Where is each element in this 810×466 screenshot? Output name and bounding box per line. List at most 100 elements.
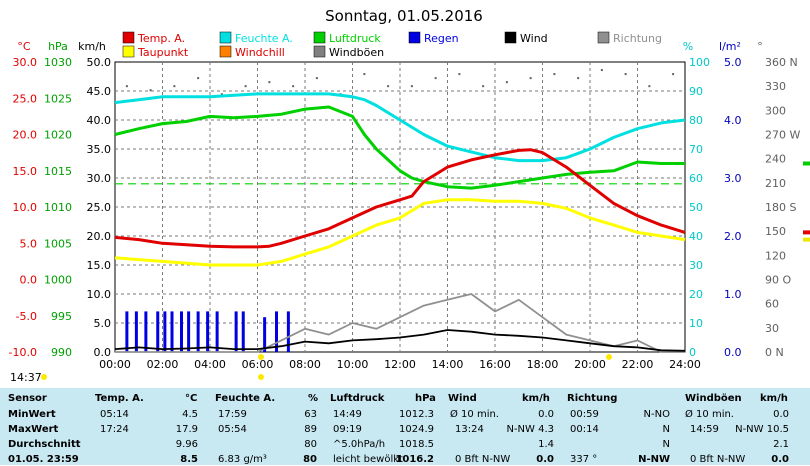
stats-cell: 05:14 — [100, 409, 129, 420]
direction-point — [553, 73, 556, 76]
y-tick-label: 1030 — [44, 56, 72, 69]
direction-point — [458, 73, 461, 76]
series — [114, 69, 686, 353]
direction-point — [173, 85, 176, 88]
legend-swatch — [313, 45, 326, 58]
x-tick-label: 24:00 — [669, 358, 701, 371]
stats-header-humidity-unit: % — [308, 393, 319, 404]
direction-point — [410, 85, 413, 88]
axis-unit-label: °C — [17, 40, 31, 53]
stats-cell: leicht bewölkt — [333, 454, 403, 465]
cursor-marker — [606, 354, 612, 360]
y-tick-label: 80 — [689, 114, 703, 127]
x-tick-label: 20:00 — [574, 358, 606, 371]
legend-swatch — [408, 31, 421, 44]
y-tick-label: 300 — [765, 104, 786, 117]
stats-cell: 17:59 — [218, 409, 247, 420]
y-tick-label: 0 — [689, 346, 696, 359]
stats-cell: 14:49 — [333, 409, 362, 420]
stats-cell: N-NW 4.3 — [506, 424, 554, 435]
rain-bar — [196, 311, 200, 352]
stats-cell: 8.5 — [180, 454, 198, 465]
stats-cell: N — [662, 424, 670, 435]
y-tick-label: 15.0 — [13, 165, 38, 178]
rain-bar — [125, 311, 129, 352]
cursor-marker — [258, 374, 264, 380]
x-tick-label: 16:00 — [479, 358, 511, 371]
axis-unit-label: hPa — [48, 40, 68, 53]
y-tick-label: 20.0 — [13, 129, 38, 142]
stats-header-wind: Wind — [448, 393, 477, 404]
direction-point — [197, 77, 200, 80]
stats-header-direction: Richtung — [567, 393, 618, 404]
y-tick-label: 45.0 — [87, 85, 112, 98]
axis-unit-label: km/h — [78, 40, 106, 53]
legend-label: Temp. A. — [137, 32, 185, 45]
y-tick-label: 240 — [765, 153, 786, 166]
direction-point — [387, 85, 390, 88]
stats-row-label: MaxWert — [8, 424, 59, 435]
rain-bar — [234, 311, 238, 352]
legend-label: Luftdruck — [329, 32, 381, 45]
stats-header-temp-unit: °C — [185, 393, 198, 404]
right-edge-marker — [803, 230, 810, 235]
legend-swatch — [122, 45, 135, 58]
stats-header-sensor: Sensor — [8, 393, 47, 404]
legend-label: Taupunkt — [137, 46, 189, 59]
y-tick-label: 100 — [689, 56, 710, 69]
series-line-windben — [115, 293, 685, 353]
stats-cell: N-NW 10.5 — [735, 424, 789, 435]
series-line-wind — [114, 329, 686, 352]
stats-cell: 0 Bft N-NW — [690, 454, 746, 465]
stats-cell: 80 — [304, 439, 317, 450]
stats-cell: 0.0 — [538, 409, 554, 420]
y-tick-label: 5.0 — [20, 237, 38, 250]
y-tick-label: -10.0 — [9, 346, 37, 359]
stats-cell: Ø 10 min. — [685, 409, 734, 420]
legend-swatch — [219, 31, 232, 44]
series-line-tempa — [114, 148, 686, 249]
axis-unit-label: ° — [757, 40, 763, 53]
stats-header-gusts: Windböen — [685, 393, 742, 404]
stats-cell: 89 — [304, 424, 317, 435]
direction-point — [529, 77, 532, 80]
stats-row-label: Durchschnitt — [8, 439, 81, 450]
y-tick-label: 30 — [689, 259, 703, 272]
y-tick-label: 90 — [689, 85, 703, 98]
stats-cell: 0.0 — [536, 454, 554, 465]
cursor-marker — [258, 354, 264, 360]
y-tick-label: 0 N — [765, 346, 784, 359]
y-tick-label: 60 — [689, 172, 703, 185]
stats-cell: 17:24 — [100, 424, 129, 435]
direction-point — [149, 89, 152, 92]
y-tick-label: 270 W — [765, 129, 800, 142]
y-tick-label: 150 — [765, 225, 786, 238]
legend-swatch — [313, 31, 326, 44]
stats-cell: 00:14 — [570, 424, 599, 435]
y-tick-label: 90 O — [765, 274, 791, 287]
x-tick-label: 02:00 — [147, 358, 179, 371]
y-tick-label: 20 — [689, 288, 703, 301]
y-tick-label: 2.0 — [724, 230, 742, 243]
stats-header-gusts-unit: km/h — [760, 393, 788, 404]
y-tick-label: 5.0 — [724, 56, 742, 69]
legend-label: Windböen — [329, 46, 384, 59]
stats-cell: 0.0 — [773, 409, 789, 420]
rain-bar — [163, 311, 167, 352]
y-tick-label: 995 — [51, 310, 72, 323]
legend-label: Windchill — [235, 46, 285, 59]
rain-bar — [187, 311, 191, 352]
stats-cell: 9.96 — [175, 439, 198, 450]
stats-cell: N-NW — [638, 454, 670, 465]
rain-bar — [206, 311, 210, 352]
x-tick-label: 22:00 — [622, 358, 654, 371]
y-tick-label: 50.0 — [87, 56, 112, 69]
stats-header-temp: Temp. A. — [95, 393, 144, 404]
y-tick-label: 360 N — [765, 56, 798, 69]
stats-header-wind-unit: km/h — [522, 393, 550, 404]
y-tick-label: 50 — [689, 201, 703, 214]
time-marker-label: 14:37 — [10, 371, 42, 384]
x-tick-label: 14:00 — [432, 358, 464, 371]
y-tick-label: 4.0 — [724, 114, 742, 127]
direction-point — [244, 85, 247, 88]
